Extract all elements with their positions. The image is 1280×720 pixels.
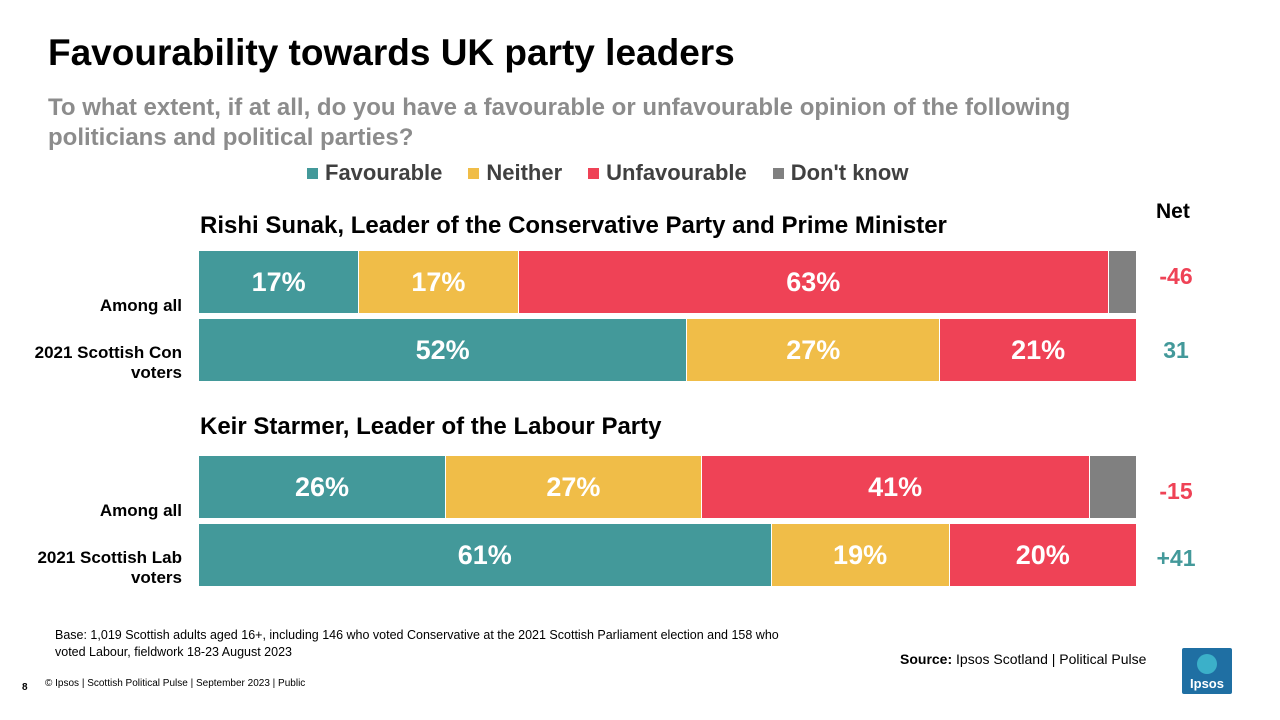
ipsos-logo: Ipsos bbox=[1182, 648, 1232, 694]
bar-data-label: 19% bbox=[833, 539, 888, 570]
bar-data-label: 63% bbox=[786, 266, 841, 297]
legend-swatch bbox=[588, 167, 600, 179]
bar-segment-dont-know bbox=[1107, 251, 1136, 313]
footer-text: © Ipsos | Scottish Political Pulse | Sep… bbox=[45, 678, 306, 689]
legend-label: Don't know bbox=[790, 160, 909, 185]
logo-mark-icon bbox=[1197, 654, 1217, 674]
bar-segment-favourable: 26% bbox=[199, 456, 446, 518]
bar-row-sunak-con: 52% 27% 21% bbox=[199, 319, 1136, 381]
legend-item-unfavourable: Unfavourable bbox=[588, 160, 747, 186]
legend-item-dont-know: Don't know bbox=[772, 160, 909, 186]
bar-segment-unfavourable: 20% bbox=[948, 524, 1136, 586]
row-label: 2021 Scottish Lab voters bbox=[37, 548, 182, 587]
bar-data-label: 41% bbox=[868, 471, 923, 502]
bar-data-label: 17% bbox=[411, 266, 466, 297]
bar-row-starmer-all: 26% 27% 41% bbox=[199, 456, 1136, 518]
net-value: -46 bbox=[1159, 263, 1193, 289]
page-subtitle: To what extent, if at all, do you have a… bbox=[48, 94, 1071, 151]
legend-swatch bbox=[772, 167, 784, 179]
bar-data-label: 52% bbox=[415, 334, 470, 365]
bar-data-label: 21% bbox=[1011, 334, 1066, 365]
bar-row-starmer-lab: 61% 19% 20% bbox=[199, 524, 1136, 586]
bar-segment-unfavourable: 41% bbox=[700, 456, 1089, 518]
row-label: Among all bbox=[99, 501, 182, 520]
source-text: Ipsos Scotland | Political Pulse bbox=[952, 651, 1147, 667]
source-label: Source: bbox=[900, 651, 953, 667]
group-title-starmer: Keir Starmer, Leader of the Labour Party bbox=[200, 413, 662, 440]
bar-segment-favourable: 61% bbox=[199, 524, 771, 586]
logo-text: Ipsos bbox=[1190, 676, 1224, 691]
bar-segment-neither: 27% bbox=[445, 456, 701, 518]
legend-item-neither: Neither bbox=[468, 160, 562, 186]
bar-segment-unfavourable: 21% bbox=[939, 319, 1136, 381]
row-label: Among all bbox=[99, 296, 182, 315]
bar-segment-neither: 27% bbox=[686, 319, 940, 381]
legend-label: Unfavourable bbox=[606, 160, 747, 185]
legend-item-favourable: Favourable bbox=[307, 160, 442, 186]
bar-data-label: 27% bbox=[786, 334, 841, 365]
bar-segment-dont-know bbox=[1088, 456, 1136, 518]
legend-swatch bbox=[307, 167, 318, 179]
legend-swatch bbox=[468, 167, 480, 179]
row-label: 2021 Scottish Con voters bbox=[34, 343, 182, 382]
bar-data-label: 26% bbox=[295, 471, 350, 502]
net-value: 31 bbox=[1163, 337, 1189, 363]
bar-segment-favourable: 17% bbox=[199, 251, 359, 313]
bar-data-label: 17% bbox=[251, 266, 306, 297]
net-value: +41 bbox=[1156, 545, 1196, 571]
bar-segment-favourable: 52% bbox=[199, 319, 687, 381]
group-title-sunak: Rishi Sunak, Leader of the Conservative … bbox=[200, 212, 947, 239]
net-column-header: Net bbox=[1156, 200, 1190, 223]
net-value: -15 bbox=[1159, 478, 1193, 504]
base-note: Base: 1,019 Scottish adults aged 16+, in… bbox=[55, 628, 779, 659]
page-title: Favourability towards UK party leaders bbox=[48, 32, 735, 73]
bar-segment-neither: 19% bbox=[770, 524, 949, 586]
bar-data-label: 20% bbox=[1015, 539, 1070, 570]
bar-data-label: 27% bbox=[546, 471, 601, 502]
bar-segment-unfavourable: 63% bbox=[517, 251, 1108, 313]
bar-data-label: 61% bbox=[457, 539, 512, 570]
page-number: 8 bbox=[22, 682, 28, 693]
chart-legend: Favourable Neither Unfavourable Don't kn… bbox=[307, 160, 934, 186]
legend-label: Neither bbox=[486, 160, 563, 185]
bar-segment-neither: 17% bbox=[358, 251, 518, 313]
legend-label: Favourable bbox=[325, 160, 443, 185]
source-note: Source: Ipsos Scotland | Political Pulse bbox=[900, 651, 1146, 667]
bar-row-sunak-all: 17% 17% 63% bbox=[199, 251, 1136, 313]
